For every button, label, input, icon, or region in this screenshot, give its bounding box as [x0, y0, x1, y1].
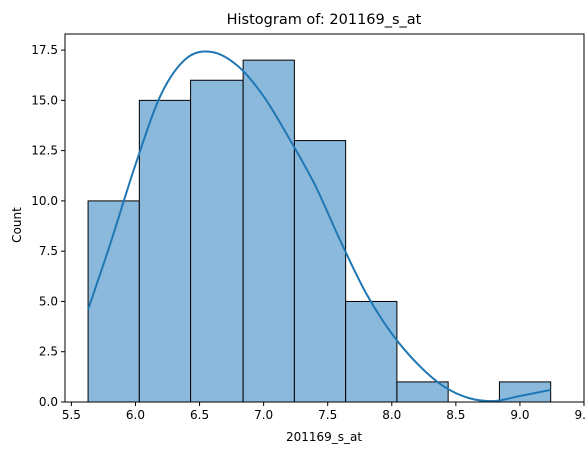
x-tick-label: 5.5 — [62, 408, 81, 422]
histogram-bar — [293, 140, 347, 403]
x-tick-label: 6.0 — [126, 408, 145, 422]
bars-group — [87, 59, 552, 403]
y-axis-label: Count — [10, 207, 24, 243]
y-tick-label: 0.0 — [39, 395, 58, 409]
histogram-bar — [242, 59, 295, 403]
x-tick-label: 9.0 — [510, 408, 529, 422]
plot-frame — [64, 33, 585, 403]
x-tick-label: 8.5 — [446, 408, 465, 422]
chart-title: Histogram of: 201169_s_at — [227, 12, 422, 28]
y-axis-ticks: 0.0 2.5 5.0 7.5 10.0 12.5 15.0 17.5 — [31, 43, 65, 409]
kde-curve — [87, 50, 551, 403]
y-tick-label: 7.5 — [39, 244, 58, 258]
y-tick-label: 17.5 — [31, 43, 58, 57]
y-tick-label: 5.0 — [39, 294, 58, 308]
x-tick-label: 8.0 — [382, 408, 401, 422]
x-tick-label: 7.5 — [318, 408, 337, 422]
y-tick-label: 10.0 — [31, 194, 58, 208]
x-tick-label: 7.0 — [254, 408, 273, 422]
x-axis-label: 201169_s_at — [286, 430, 362, 444]
y-tick-label: 15.0 — [31, 93, 58, 107]
y-tick-label: 12.5 — [31, 144, 58, 158]
histogram-bar — [345, 300, 398, 403]
y-tick-label: 2.5 — [39, 345, 58, 359]
x-tick-label: 9.5 — [574, 408, 586, 422]
x-tick-label: 6.5 — [190, 408, 209, 422]
x-axis-ticks: 5.5 6.0 6.5 7.0 7.5 8.0 8.5 9.0 9.5 — [62, 402, 586, 422]
histogram-bar — [190, 79, 244, 403]
histogram-bar — [138, 99, 192, 403]
